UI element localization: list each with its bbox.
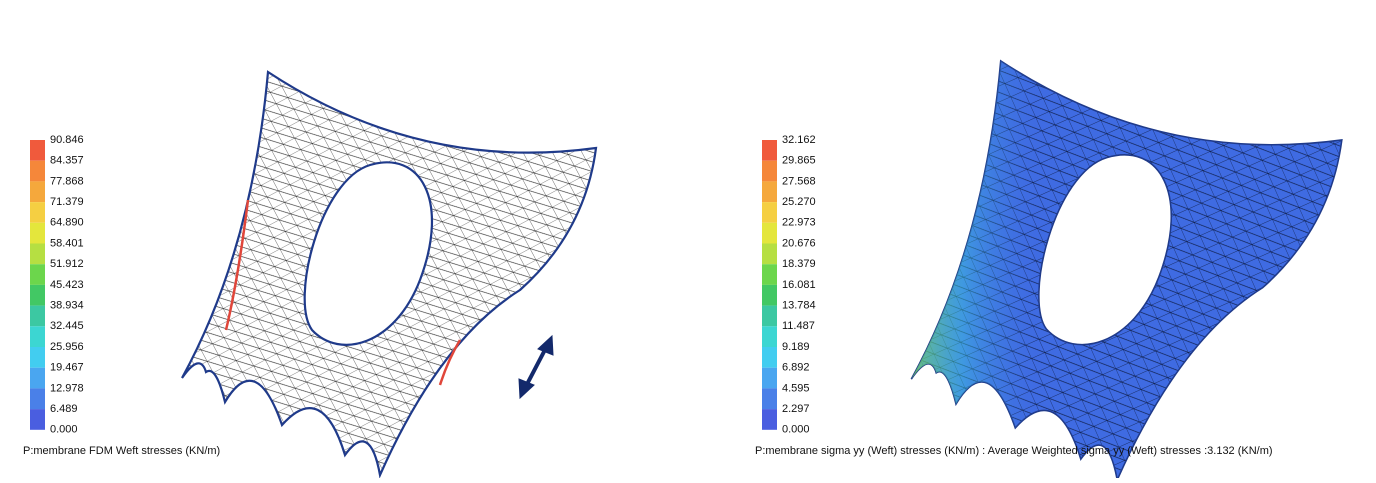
legend-label: 29.865 [782,155,816,167]
legend-swatch [30,244,45,265]
caption: P:membrane FDM Weft stresses (KN/m) [23,445,220,457]
legend-label: 4.595 [782,382,810,394]
direction-arrow [519,336,553,398]
caption: P:membrane sigma yy (Weft) stresses (KN/… [755,445,1273,457]
legend-swatch [762,244,777,265]
legend-swatch [762,223,777,244]
legend-swatch [30,388,45,409]
legend-label: 27.568 [782,175,816,187]
legend-label: 20.676 [782,237,816,249]
mesh-left [182,72,596,475]
legend-swatch [30,202,45,223]
legend-swatch [762,161,777,182]
legend-swatch [762,264,777,285]
legend-swatch [30,326,45,347]
legend-swatch [762,347,777,368]
legend-swatch [762,202,777,223]
legend-label: 32.445 [50,320,84,332]
legend-swatch [30,306,45,327]
legend-label: 6.489 [50,403,78,415]
legend-swatch [30,285,45,306]
legend-label: 0.000 [50,424,78,436]
legend-swatch [762,306,777,327]
legend-label: 45.423 [50,279,84,291]
legend-label: 25.956 [50,341,84,353]
legend-swatch [30,140,45,161]
legend-label: 0.000 [782,424,810,436]
legend-swatch [762,326,777,347]
mesh-right [911,61,1342,478]
legend-swatch [30,161,45,182]
legend-swatch [30,264,45,285]
legend-swatch [762,368,777,389]
legend-swatch [30,347,45,368]
legend-label: 32.162 [782,134,816,146]
legend-label: 71.379 [50,196,84,208]
legend-label: 90.846 [50,134,84,146]
legend-label: 77.868 [50,175,84,187]
legend-swatch [762,409,777,430]
legend-label: 12.978 [50,382,84,394]
legend-label: 19.467 [50,362,84,374]
legend-label: 9.189 [782,341,810,353]
legend-swatch [30,368,45,389]
legend-label: 16.081 [782,279,816,291]
legend-label: 2.297 [782,403,810,415]
legend-label: 51.912 [50,258,84,270]
legend-swatch [762,388,777,409]
legend-label: 38.934 [50,300,84,312]
legend-swatch [30,409,45,430]
legend-label: 22.973 [782,217,816,229]
legend-swatch [30,181,45,202]
legend-label: 58.401 [50,237,84,249]
legend-swatch [762,181,777,202]
legend-label: 25.270 [782,196,816,208]
results-view: 90.846 84.357 77.868 71.379 64.890 58.401 51.9… [0,0,1376,478]
legend-swatch [762,140,777,161]
legend-label: 6.892 [782,362,810,374]
legend-swatch [762,285,777,306]
legend-label: 13.784 [782,300,816,312]
legend-label: 64.890 [50,217,84,229]
legend-label: 84.357 [50,155,84,167]
legend-label: 11.487 [782,320,815,332]
legend-label: 18.379 [782,258,816,270]
legend-swatch [30,223,45,244]
